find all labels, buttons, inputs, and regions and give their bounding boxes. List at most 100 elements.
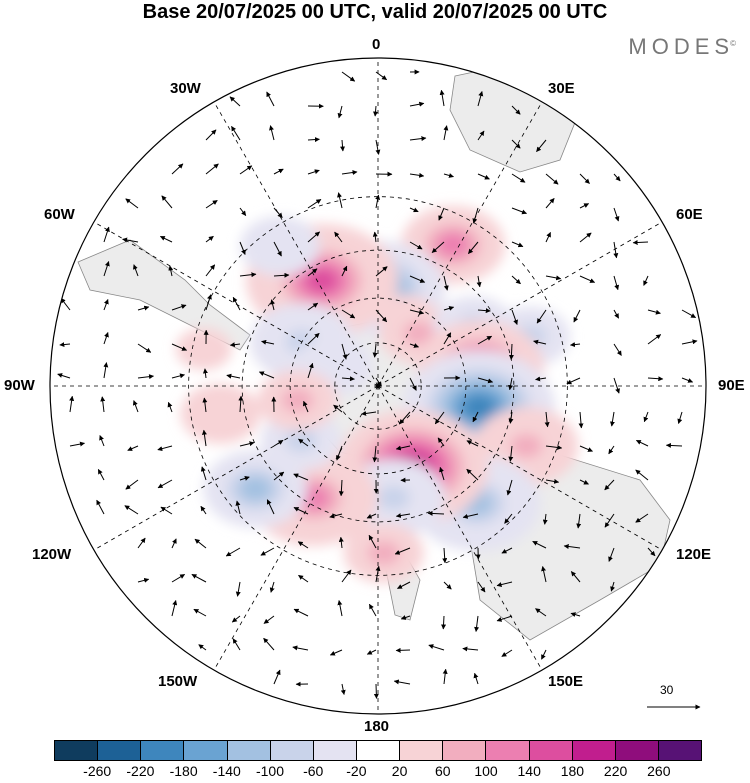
wind-arrow [501, 649, 513, 657]
colorbar-tick-label: -20 [346, 763, 367, 779]
anomaly-cell [180, 383, 261, 444]
wind-arrow [260, 547, 275, 556]
wind-arrow [511, 173, 526, 183]
wind-arrow [201, 429, 207, 447]
anomaly-contour [264, 234, 297, 259]
wind-arrow [609, 411, 615, 427]
wind-arrow [235, 581, 241, 597]
anomaly-contour [437, 232, 470, 257]
wind-arrow [157, 445, 173, 452]
colorbar-tick-label: 100 [474, 763, 498, 779]
wind-arrow [307, 231, 320, 243]
wind-arrow [681, 377, 694, 383]
colorbar-tick-label: -140 [212, 763, 241, 779]
wind-arrow [533, 339, 547, 345]
anomaly-contour [239, 476, 272, 501]
wind-arrow [375, 266, 388, 277]
wind-arrow [409, 207, 419, 213]
wind-arrow [366, 649, 377, 655]
wind-arrow [613, 343, 622, 356]
anomaly-cell [343, 523, 424, 584]
wind-arrow [477, 130, 485, 141]
wind-arrow [506, 479, 513, 496]
wind-arrow [103, 226, 110, 243]
wind-arrow [508, 445, 514, 462]
wind-arrow [266, 91, 275, 107]
wind-arrow [127, 445, 139, 451]
wind-arrow [579, 232, 592, 243]
wind-arrow [171, 163, 184, 175]
wind-arrow [604, 479, 615, 491]
colorbar-segment [486, 741, 530, 760]
wind-arrow [137, 374, 154, 380]
wind-arrow [99, 435, 105, 447]
wind-arrow [103, 261, 110, 277]
wind-arrow [563, 544, 581, 549]
wind-arrow [307, 332, 320, 345]
wind-arrow [231, 125, 241, 141]
lon-label-60w: 60W [44, 206, 75, 223]
lon-label-90w: 90W [4, 377, 35, 394]
wind-arrow [409, 101, 425, 107]
wind-arrow [443, 581, 452, 590]
wind-arrow [337, 192, 343, 209]
wind-arrow [579, 479, 589, 485]
wind-arrow [566, 377, 581, 385]
wind-arrow [258, 371, 275, 379]
anomaly-contour [377, 485, 410, 510]
wind-arrow [298, 574, 309, 583]
wind-arrow [545, 478, 560, 484]
wind-arrow [235, 500, 241, 515]
wind-arrow [273, 669, 281, 685]
wind-arrow [273, 168, 284, 175]
wind-arrow [578, 411, 584, 429]
wind-arrow [307, 169, 320, 175]
wind-arrow [171, 373, 185, 379]
wind-arrow [193, 608, 207, 617]
wind-arrow [468, 241, 479, 254]
wind-arrow [613, 173, 621, 182]
colorbar-segment [400, 741, 444, 760]
wind-arrow [395, 513, 411, 519]
wind-arrow [97, 468, 105, 481]
wind-arrow [341, 376, 355, 382]
lon-label-90e: 90E [718, 377, 745, 394]
wind-arrow [579, 445, 593, 452]
wind-arrow [225, 547, 241, 557]
wind-arrow [439, 89, 445, 107]
wind-arrow [570, 612, 581, 617]
wind-arrow [508, 343, 514, 360]
colorbar-segment [98, 741, 142, 760]
wind-arrow [477, 91, 484, 107]
wind-arrow [226, 373, 241, 379]
anomaly-contour [281, 388, 314, 413]
wind-arrow [477, 173, 490, 180]
colorbar-segment [572, 741, 616, 760]
wind-arrow [338, 479, 344, 497]
wind-arrow [570, 342, 581, 348]
wind-arrow [375, 309, 388, 323]
wind-arrow [132, 400, 139, 413]
wind-arrow [442, 668, 448, 685]
wind-arrow [372, 445, 378, 463]
wind-arrow [542, 513, 548, 525]
wind-arrow [545, 173, 559, 185]
wind-arrow [472, 411, 479, 423]
wind-arrow [511, 139, 521, 149]
wind-arrow [336, 445, 343, 461]
wind-arrow [466, 440, 479, 447]
wind-arrow [307, 198, 322, 209]
wind-arrow [231, 615, 241, 623]
wind-arrow [293, 608, 309, 617]
wind-arrow [171, 573, 186, 583]
wind-arrow [372, 231, 378, 243]
wind-arrow [532, 540, 547, 549]
colorbar-tick-label: -260 [83, 763, 112, 779]
wind-arrow [202, 397, 208, 413]
anomaly-cell [257, 370, 338, 431]
wind-arrow [160, 506, 173, 515]
wind-arrow [329, 649, 343, 656]
wind-arrow [137, 305, 150, 311]
latitude-circle [241, 249, 515, 523]
wind-arrow [341, 170, 358, 175]
